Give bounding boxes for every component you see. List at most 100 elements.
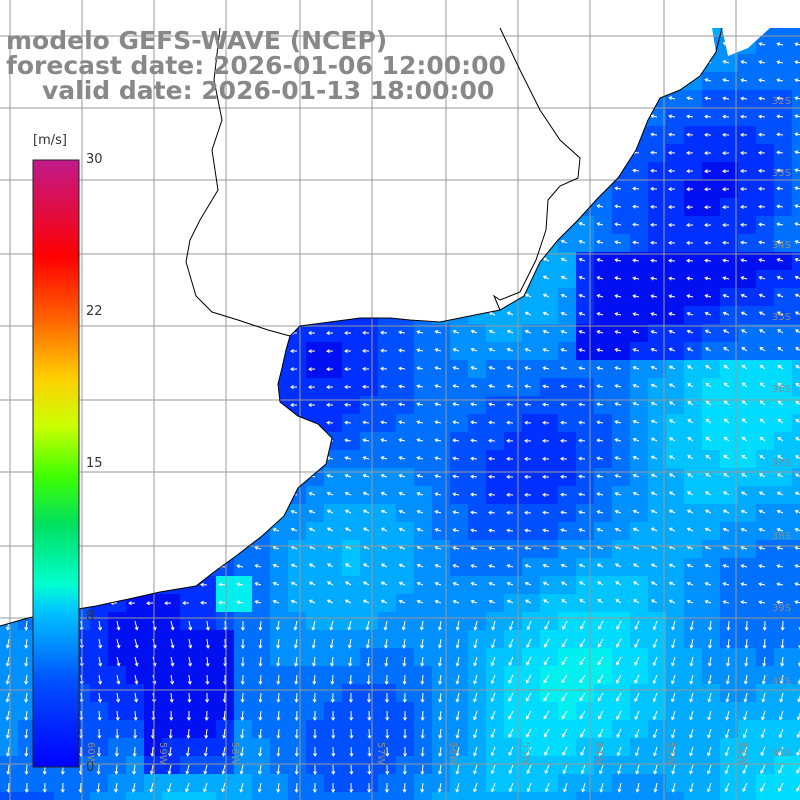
title-block: modelo GEFS-WAVE (NCEP) forecast date: 2… xyxy=(6,28,506,103)
wind-cell xyxy=(234,792,252,800)
lat-label: 32S xyxy=(772,96,792,107)
lat-label: 40S xyxy=(772,676,792,687)
lat-label: 35S xyxy=(772,312,792,323)
lon-label: 54W xyxy=(593,742,604,765)
lon-label: 55W xyxy=(520,742,531,765)
wind-cell xyxy=(216,792,234,800)
wind-cell xyxy=(702,792,720,800)
wind-cell xyxy=(792,306,800,324)
wind-cell xyxy=(738,792,756,800)
wind-cell xyxy=(414,792,432,800)
lon-label: 56W xyxy=(447,742,458,765)
lat-label: 34S xyxy=(772,240,792,251)
wind-cell xyxy=(792,414,800,432)
wind-cell xyxy=(792,396,800,414)
colorbar-tick-15: 15 xyxy=(86,456,103,471)
wind-cell xyxy=(774,792,792,800)
wind-cell xyxy=(792,432,800,450)
wind-cell xyxy=(756,792,774,800)
wind-cell xyxy=(630,792,648,800)
wind-cell xyxy=(792,450,800,468)
wind-cell xyxy=(792,324,800,342)
wind-cell xyxy=(576,792,594,800)
lat-label: 39S xyxy=(772,603,792,614)
wind-cell xyxy=(468,792,486,800)
wind-cell xyxy=(792,468,800,486)
wind-cell xyxy=(774,28,792,36)
wind-cell xyxy=(18,792,36,800)
wind-cell xyxy=(792,486,800,504)
lon-label: 58W xyxy=(229,742,240,765)
wind-cell xyxy=(90,792,108,800)
wind-cell xyxy=(450,792,468,800)
wind-cell xyxy=(432,792,450,800)
wind-cell xyxy=(792,612,800,630)
wind-cell xyxy=(162,792,180,800)
wind-cell xyxy=(342,792,360,800)
lat-label: 41S xyxy=(772,748,792,759)
wind-cell xyxy=(108,792,126,800)
wind-cell xyxy=(252,792,270,800)
wind-cell xyxy=(792,378,800,396)
valid-date: valid date: 2026-01-13 18:00:00 xyxy=(42,76,495,105)
wind-cell xyxy=(396,792,414,800)
wind-cell xyxy=(666,792,684,800)
colorbar-unit: [m/s] xyxy=(33,133,67,148)
wind-cell xyxy=(792,504,800,522)
wind-cell xyxy=(612,792,630,800)
wind-cell xyxy=(792,252,800,270)
colorbar-tick-8: 8 xyxy=(86,609,95,624)
wind-cell xyxy=(540,792,558,800)
lon-label: 57W xyxy=(375,742,386,765)
wind-cell xyxy=(36,792,54,800)
wind-cell xyxy=(648,792,666,800)
wind-cell xyxy=(720,792,738,800)
wind-cell xyxy=(504,792,522,800)
wind-cell xyxy=(792,360,800,378)
colorbar-tick-0: 0 xyxy=(86,760,95,775)
lat-label: 33S xyxy=(772,168,792,179)
wind-cell xyxy=(558,792,576,800)
wind-cell xyxy=(306,792,324,800)
wind-cell xyxy=(288,792,306,800)
wind-cell xyxy=(0,792,18,800)
wind-cell xyxy=(144,792,162,800)
wind-cell xyxy=(180,792,198,800)
wind-cell xyxy=(792,342,800,360)
wind-cell xyxy=(72,792,90,800)
wind-cell xyxy=(792,28,800,36)
lon-label: 53W xyxy=(665,742,676,765)
wind-cell xyxy=(792,756,800,774)
lat-label: 37S xyxy=(772,458,792,469)
wind-cell xyxy=(270,792,288,800)
lon-label: 52W xyxy=(737,742,748,765)
forecast-date: forecast date: 2026-01-06 12:00:00 xyxy=(6,51,506,80)
colorbar xyxy=(32,159,80,768)
wind-cell xyxy=(378,792,396,800)
wind-cell xyxy=(522,792,540,800)
colorbar-tick-30: 30 xyxy=(86,152,103,167)
model-title: modelo GEFS-WAVE (NCEP) xyxy=(6,26,388,55)
wind-cell xyxy=(486,792,504,800)
wind-cell xyxy=(792,666,800,684)
wind-cell xyxy=(594,792,612,800)
wind-cell xyxy=(792,288,800,306)
wind-cell xyxy=(792,774,800,792)
wind-cell xyxy=(792,738,800,756)
wind-cell xyxy=(792,270,800,288)
lat-label: 38S xyxy=(772,531,792,542)
wind-cell xyxy=(126,792,144,800)
wind-cell xyxy=(684,792,702,800)
wind-cell xyxy=(792,522,800,540)
wind-cell xyxy=(360,792,378,800)
lon-label: 59W xyxy=(157,742,168,765)
colorbar-tick-22: 22 xyxy=(86,304,103,319)
wind-cell xyxy=(324,792,342,800)
wind-cell xyxy=(54,792,72,800)
wind-cell xyxy=(792,234,800,252)
lat-label: 36S xyxy=(772,384,792,395)
wind-cell xyxy=(198,792,216,800)
wind-cell xyxy=(792,792,800,800)
